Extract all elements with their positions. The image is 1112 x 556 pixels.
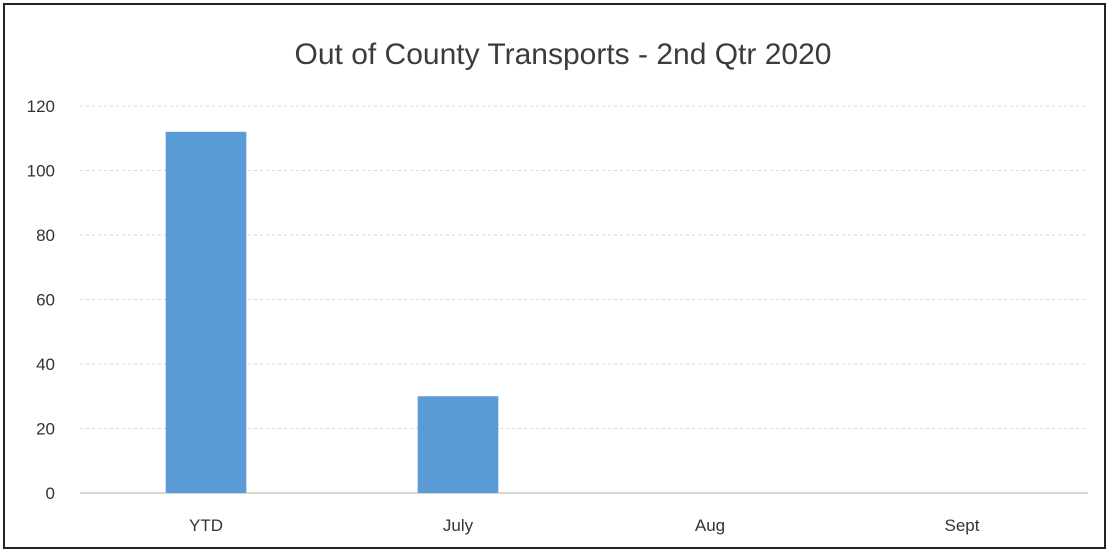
bar-july (417, 396, 499, 493)
x-category-label: YTD (189, 516, 223, 535)
y-tick-label: 60 (36, 291, 55, 310)
y-tick-label: 100 (27, 162, 55, 181)
y-tick-label: 20 (36, 420, 55, 439)
y-tick-label: 40 (36, 355, 55, 374)
x-category-label: Aug (695, 516, 725, 535)
bar-ytd (165, 131, 247, 494)
bars (165, 131, 499, 494)
y-tick-label: 0 (46, 484, 55, 503)
x-axis-category-labels: YTD July Aug Sept (189, 516, 980, 535)
chart-title: Out of County Transports - 2nd Qtr 2020 (295, 38, 832, 71)
grid-lines (80, 105, 1088, 494)
x-category-label: July (443, 516, 474, 535)
x-category-label: Sept (945, 516, 980, 535)
y-axis-tick-labels: 0 20 40 60 80 100 120 (27, 97, 55, 503)
y-tick-label: 80 (36, 226, 55, 245)
y-tick-label: 120 (27, 97, 55, 116)
